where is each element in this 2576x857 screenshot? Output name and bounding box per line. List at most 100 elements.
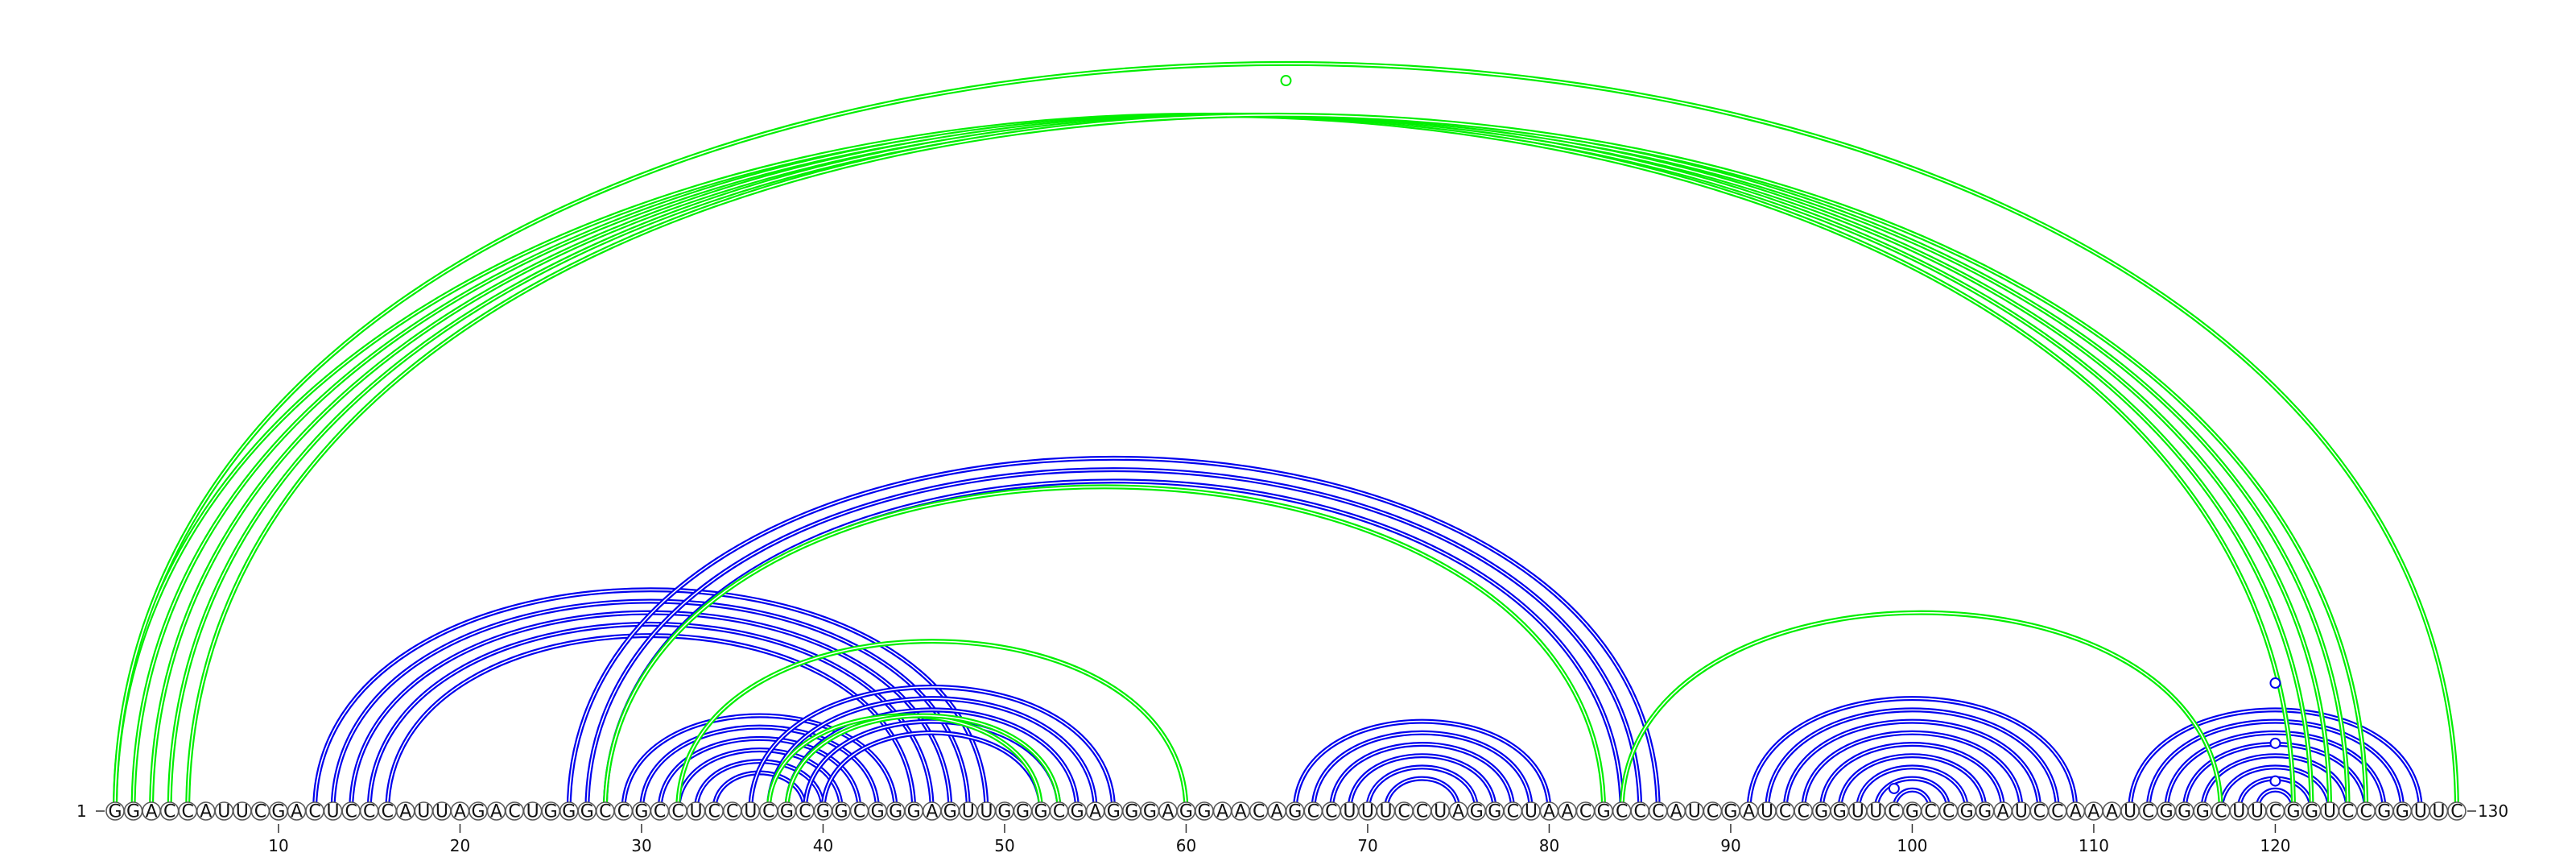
nucleotide-letter: C bbox=[654, 802, 666, 822]
nucleotide-letter: C bbox=[1253, 802, 1265, 822]
nucleotide-114: G bbox=[2157, 802, 2175, 822]
nucleotide-letter: U bbox=[980, 802, 993, 822]
nucleotide-118: U bbox=[2230, 802, 2248, 822]
nucleotide-letter: G bbox=[907, 802, 921, 822]
nucleotide-38: G bbox=[778, 802, 795, 822]
nucleotide-letter: G bbox=[562, 802, 576, 822]
nucleotide-letter: U bbox=[2323, 802, 2336, 822]
arc-blue-112-128 bbox=[2130, 710, 2421, 811]
nucleotide-120: C bbox=[2266, 802, 2284, 822]
nucleotide-87: A bbox=[1667, 802, 1685, 822]
nucleotide-96: G bbox=[1831, 802, 1848, 822]
arc-green-4-124 bbox=[170, 115, 2348, 811]
nucleotide-letter: G bbox=[834, 802, 848, 822]
arc-gap-4-124 bbox=[170, 115, 2348, 811]
nucleotide-124: C bbox=[2339, 802, 2357, 822]
nucleotide-letter: G bbox=[2196, 802, 2210, 822]
tick-label-110: 110 bbox=[2079, 836, 2109, 855]
nucleotide-68: C bbox=[1323, 802, 1340, 822]
nucleotide-letter: G bbox=[126, 802, 140, 822]
nucleotide-92: U bbox=[1758, 802, 1776, 822]
nucleotide-95: G bbox=[1813, 802, 1831, 822]
arc-blue-92-108 bbox=[1767, 710, 2058, 811]
nucleotide-letter: G bbox=[1197, 802, 1211, 822]
nucleotide-letter: G bbox=[1597, 802, 1611, 822]
nucleotide-letter: C bbox=[1779, 802, 1791, 822]
nucleotide-53: C bbox=[1051, 802, 1068, 822]
nucleotide-letter: U bbox=[2414, 802, 2427, 822]
nucleotide-84: C bbox=[1613, 802, 1631, 822]
nucleotide-102: C bbox=[1940, 802, 1958, 822]
nucleotide-10: G bbox=[270, 802, 287, 822]
nucleotide-letter: C bbox=[308, 802, 320, 822]
nucleotide-letter: A bbox=[1997, 802, 2009, 822]
nucleotide-101: C bbox=[1922, 802, 1939, 822]
nucleotide-4: C bbox=[161, 802, 179, 822]
nucleotide-57: G bbox=[1123, 802, 1141, 822]
nucleotide-6: A bbox=[197, 802, 215, 822]
nucleotide-letter: G bbox=[2286, 802, 2300, 822]
nucleotide-37: C bbox=[760, 802, 778, 822]
nucleotide-76: G bbox=[1468, 802, 1485, 822]
nucleotide-letter: A bbox=[2087, 802, 2099, 822]
nucleotide-12: C bbox=[306, 802, 324, 822]
arc-green-1-130 bbox=[115, 64, 2457, 811]
nucleotide-121: G bbox=[2285, 802, 2302, 822]
nucleotide-60: G bbox=[1177, 802, 1195, 822]
nucleotide-letter: U bbox=[1761, 802, 1773, 822]
nucleotide-letter: C bbox=[2360, 802, 2372, 822]
nucleotide-123: U bbox=[2321, 802, 2339, 822]
nucleotide-34: C bbox=[705, 802, 723, 822]
nucleotide-letter: A bbox=[490, 802, 502, 822]
arc-marker-0 bbox=[1281, 76, 1290, 85]
arc-gap-26-86 bbox=[569, 458, 1658, 811]
nucleotide-letter: C bbox=[708, 802, 720, 822]
nucleotide-letter: C bbox=[762, 802, 774, 822]
nucleotide-letter: C bbox=[1707, 802, 1719, 822]
nucleotide-107: C bbox=[2030, 802, 2048, 822]
nucleotide-letter: U bbox=[327, 802, 340, 822]
nucleotide-letter: C bbox=[2342, 802, 2354, 822]
nucleotide-letter: U bbox=[1379, 802, 1392, 822]
tick-label-30: 30 bbox=[631, 836, 651, 855]
nucleotide-88: U bbox=[1686, 802, 1703, 822]
nucleotide-letter: U bbox=[690, 802, 703, 822]
nucleotide-letter: G bbox=[1978, 802, 1992, 822]
nucleotide-69: U bbox=[1340, 802, 1358, 822]
nucleotide-106: U bbox=[2013, 802, 2030, 822]
nucleotide-21: G bbox=[469, 802, 487, 822]
nucleotide-127: G bbox=[2393, 802, 2411, 822]
nucleotide-letter: C bbox=[508, 802, 520, 822]
nucleotide-112: U bbox=[2121, 802, 2139, 822]
nucleotide-letter: G bbox=[816, 802, 830, 822]
nucleotide-122: G bbox=[2303, 802, 2321, 822]
nucleotide-41: G bbox=[832, 802, 850, 822]
nucleotide-letter: A bbox=[1216, 802, 1228, 822]
nucleotide-72: C bbox=[1395, 802, 1413, 822]
nucleotide-77: G bbox=[1486, 802, 1504, 822]
nucleotide-81: A bbox=[1558, 802, 1576, 822]
nucleotide-letter: C bbox=[1924, 802, 1936, 822]
nucleotide-letter: C bbox=[1053, 802, 1065, 822]
nucleotide-letter: A bbox=[1089, 802, 1101, 822]
nucleotide-117: C bbox=[2212, 802, 2230, 822]
nucleotide-letter: U bbox=[1869, 802, 1882, 822]
nucleotide-70: U bbox=[1359, 802, 1377, 822]
nucleotide-letter: G bbox=[544, 802, 558, 822]
nucleotide-73: C bbox=[1414, 802, 1431, 822]
nucleotide-letter: C bbox=[1942, 802, 1955, 822]
arc-gap-14-47 bbox=[351, 613, 950, 811]
nucleotide-letter: A bbox=[1162, 802, 1174, 822]
nucleotide-67: C bbox=[1304, 802, 1322, 822]
nucleotide-5: C bbox=[179, 802, 196, 822]
arc-gap-3-123 bbox=[151, 115, 2330, 811]
nucleotide-letter: C bbox=[1634, 802, 1646, 822]
arc-gap-112-128 bbox=[2130, 710, 2421, 811]
nucleotide-61: G bbox=[1195, 802, 1213, 822]
nucleotide-86: C bbox=[1649, 802, 1667, 822]
nucleotide-letter: U bbox=[236, 802, 249, 822]
nucleotide-52: G bbox=[1032, 802, 1050, 822]
nucleotide-letter: G bbox=[2305, 802, 2318, 822]
nucleotide-16: C bbox=[378, 802, 396, 822]
